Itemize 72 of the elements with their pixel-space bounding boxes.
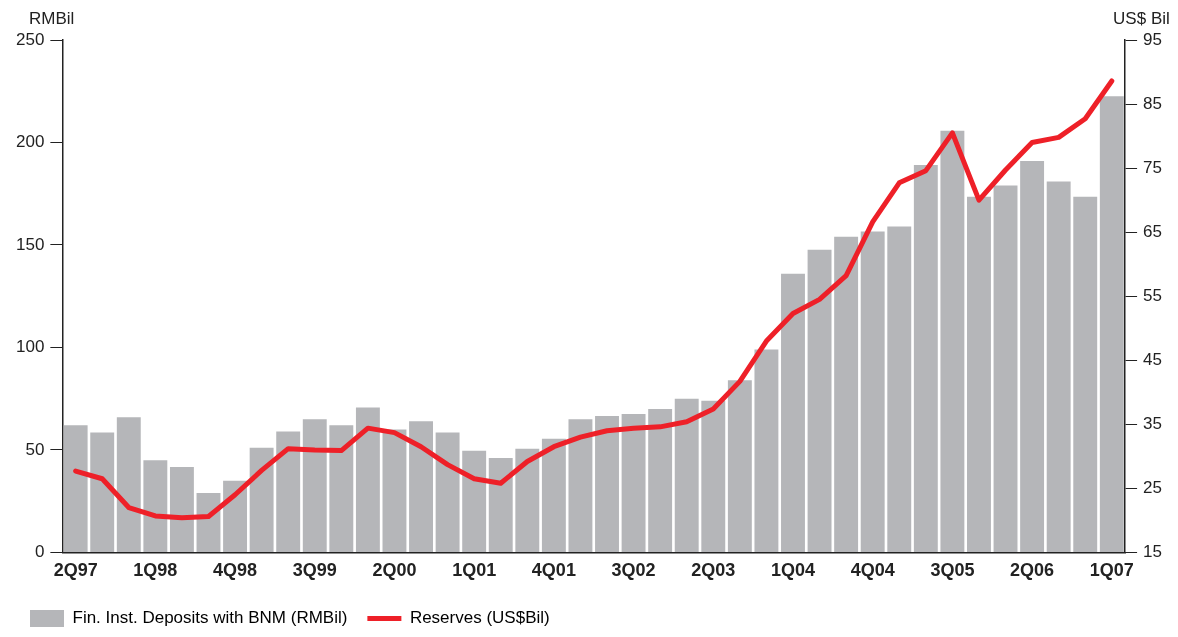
- bar: [249, 447, 274, 552]
- y2-axis-title: US$ Bil: [1113, 9, 1170, 29]
- bar: [887, 226, 912, 552]
- bar: [435, 432, 460, 552]
- bar: [940, 130, 965, 552]
- bar: [568, 419, 593, 552]
- x-tick-label: 4Q04: [850, 560, 895, 581]
- y-tick-label: 100: [15, 337, 45, 357]
- bar: [355, 407, 380, 552]
- x-tick-label: 4Q01: [531, 560, 576, 581]
- x-tick-label: 2Q03: [691, 560, 736, 581]
- x-tick-label: 1Q98: [133, 560, 178, 581]
- bar: [1020, 160, 1045, 552]
- bar: [913, 165, 938, 552]
- y2-tick-label: 45: [1143, 349, 1163, 369]
- bar: [674, 398, 699, 552]
- bar: [727, 380, 752, 552]
- x-tick-label: 2Q00: [372, 560, 417, 581]
- bar: [276, 431, 301, 552]
- legend-label: Reserves (US$Bil): [409, 608, 550, 628]
- x-tick-label: 2Q06: [1010, 560, 1055, 581]
- bar: [834, 236, 859, 552]
- legend-label: Fin. Inst. Deposits with BNM (RMBil): [72, 608, 348, 628]
- bar: [701, 400, 726, 552]
- x-tick-label: 1Q04: [770, 560, 816, 581]
- bar: [993, 185, 1018, 552]
- x-tick-label: 3Q99: [292, 560, 337, 581]
- bar: [595, 416, 619, 552]
- y-tick-label: 0: [34, 542, 45, 562]
- bar: [1073, 196, 1098, 552]
- y2-tick-label: 75: [1143, 157, 1163, 177]
- bar: [967, 196, 991, 552]
- x-tick-label: 1Q01: [452, 560, 497, 581]
- bar: [116, 417, 141, 552]
- bar: [329, 425, 354, 552]
- bar: [860, 231, 885, 552]
- bar: [63, 425, 88, 552]
- y-tick-label: 200: [15, 132, 45, 152]
- bar: [807, 249, 832, 552]
- x-tick-label: 1Q07: [1089, 560, 1134, 581]
- y2-tick-label: 65: [1143, 221, 1163, 241]
- y-axis-title: RMBil: [29, 9, 75, 29]
- y2-tick-label: 95: [1143, 29, 1163, 49]
- y2-tick-label: 25: [1143, 478, 1163, 498]
- bar: [621, 414, 646, 552]
- bar: [143, 460, 168, 552]
- bar: [781, 273, 805, 552]
- bar: [515, 448, 540, 552]
- bar: [1099, 96, 1124, 552]
- bar: [648, 408, 673, 552]
- y-tick-label: 150: [15, 234, 45, 254]
- bar: [90, 432, 115, 552]
- bar: [169, 466, 194, 552]
- bar: [382, 429, 407, 552]
- bar: [541, 438, 566, 552]
- x-tick-label: 2Q97: [53, 560, 98, 581]
- bar: [462, 450, 487, 552]
- x-tick-label: 3Q02: [611, 560, 656, 581]
- y2-tick-label: 35: [1143, 413, 1163, 433]
- y2-tick-label: 85: [1143, 93, 1163, 113]
- bar: [223, 480, 248, 552]
- x-tick-label: 3Q05: [930, 560, 975, 581]
- bar: [409, 421, 433, 552]
- bar: [302, 419, 327, 552]
- bar: [1046, 181, 1071, 552]
- y2-tick-label: 55: [1143, 285, 1163, 305]
- bar: [754, 349, 779, 552]
- y-tick-label: 250: [15, 29, 45, 49]
- bar: [488, 458, 513, 552]
- y2-tick-label: 15: [1143, 542, 1163, 562]
- x-tick-label: 4Q98: [213, 560, 258, 581]
- y-tick-label: 50: [25, 439, 45, 459]
